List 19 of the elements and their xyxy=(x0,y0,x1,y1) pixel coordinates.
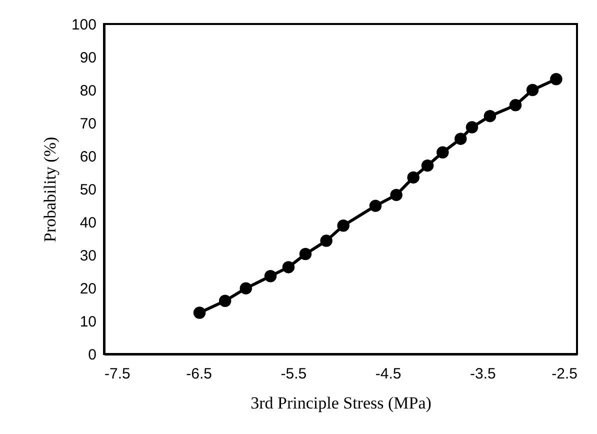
y-tick-label: 50 xyxy=(80,182,96,198)
y-tick-label: 30 xyxy=(80,248,96,264)
y-tick-label: 60 xyxy=(80,148,96,166)
x-tick-label: -5.5 xyxy=(280,366,307,382)
y-tick-label: 10 xyxy=(80,314,96,330)
y-tick-label: 90 xyxy=(80,50,96,66)
x-tick-label: -6.5 xyxy=(186,366,212,382)
x-tick-label: -7.5 xyxy=(104,366,130,382)
x-tick-label: -2.5 xyxy=(552,366,578,382)
x-tick-label: -3.5 xyxy=(470,366,496,382)
x-tick-label: -4.5 xyxy=(375,366,402,382)
y-tick-label: 100 xyxy=(71,16,96,34)
y-tick-label: 70 xyxy=(80,116,96,132)
y-axis-title: Probability (%) xyxy=(40,136,60,242)
x-axis-title: 3rd Principle Stress (MPa) xyxy=(250,394,432,412)
y-tick-label: 80 xyxy=(80,82,96,100)
y-tick-label: 20 xyxy=(80,280,96,298)
y-tick-label: 40 xyxy=(80,214,96,232)
y-tick-label: 0 xyxy=(88,346,96,364)
